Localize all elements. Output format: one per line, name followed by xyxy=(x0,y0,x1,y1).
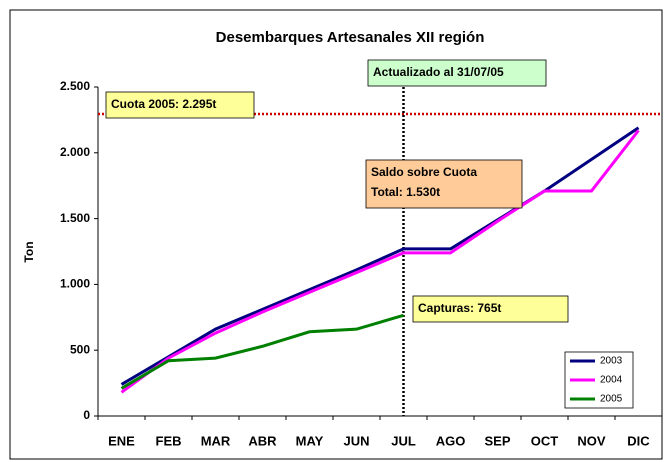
y-tick-label: 500 xyxy=(70,342,90,356)
x-tick-label: NOV xyxy=(577,433,606,448)
x-tick-label: JUN xyxy=(343,433,369,448)
chart-frame xyxy=(10,10,662,459)
legend-label: 2005 xyxy=(600,394,623,405)
chart-title: Desembarques Artesanales XII región xyxy=(216,29,485,46)
x-tick-label: JUL xyxy=(391,433,416,448)
annotation-text: Saldo sobre Cuota xyxy=(371,165,477,179)
chart: Desembarques Artesanales XII región Ton … xyxy=(0,0,665,462)
x-tick-label: FEB xyxy=(156,433,182,448)
y-tick-label: 1.500 xyxy=(60,211,90,225)
x-tick-label: MAY xyxy=(296,433,324,448)
annotation-text: Capturas: 765t xyxy=(418,301,501,315)
legend-label: 2003 xyxy=(600,356,623,367)
x-tick-label: OCT xyxy=(531,433,559,448)
x-tick-label: DIC xyxy=(627,433,650,448)
x-tick-label: SEP xyxy=(484,433,510,448)
x-tick-label: ENE xyxy=(108,433,135,448)
y-tick-label: 1.000 xyxy=(60,277,90,291)
x-tick-label: MAR xyxy=(201,433,231,448)
legend-label: 2004 xyxy=(600,375,623,386)
x-tick-label: ABR xyxy=(248,433,277,448)
x-tick-label: AGO xyxy=(436,433,466,448)
y-tick-label: 2.500 xyxy=(60,79,90,93)
annotation-text: Total: 1.530t xyxy=(371,185,440,199)
y-tick-label: 0 xyxy=(83,408,90,422)
y-axis-label: Ton xyxy=(22,241,36,262)
annotation-text: Actualizado al 31/07/05 xyxy=(373,65,504,79)
y-tick-label: 2.000 xyxy=(60,145,90,159)
annotation-text: Cuota 2005: 2.295t xyxy=(111,97,216,111)
